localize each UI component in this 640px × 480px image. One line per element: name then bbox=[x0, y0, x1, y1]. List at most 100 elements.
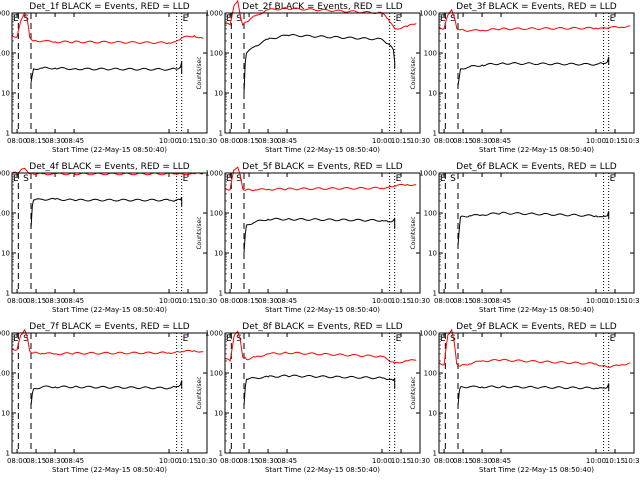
x-tick-label: 08:45 bbox=[64, 297, 84, 305]
plot-frame bbox=[11, 332, 208, 454]
chart-title: Det_2f BLACK = Events, RED = LLD bbox=[242, 2, 402, 12]
x-tick-label: 08:30 bbox=[258, 457, 278, 465]
marker-label: E bbox=[226, 174, 232, 184]
marker-label: E bbox=[610, 14, 616, 24]
chart-panel-3: Det_3f BLACK = Events, RED = LLD Counts/s… bbox=[410, 2, 640, 154]
events-series-line bbox=[243, 33, 396, 94]
x-tick-label: 10:00 bbox=[372, 457, 392, 465]
y-tick-label: 1 bbox=[433, 450, 437, 458]
x-tick-label: 08:00 bbox=[7, 137, 27, 145]
marker-label: E bbox=[396, 174, 402, 184]
y-tick-label: 10 bbox=[214, 250, 223, 258]
x-tick-label: 10:00 bbox=[159, 137, 179, 145]
x-tick-label: 08:00 bbox=[434, 137, 454, 145]
marker-label: E bbox=[183, 174, 189, 184]
x-tick-label: 08:15 bbox=[453, 457, 473, 465]
marker-label: E bbox=[610, 334, 616, 344]
chart-panel-7: Det_7f BLACK = Events, RED = LLD Counts/s… bbox=[0, 322, 217, 474]
y-tick-label: 100 bbox=[210, 50, 223, 58]
x-tick-label: 08:00 bbox=[434, 297, 454, 305]
chart-panel-2: Det_2f BLACK = Events, RED = LLD Counts/s… bbox=[196, 0, 430, 154]
y-tick-label: 1 bbox=[6, 450, 10, 458]
x-tick-label: 10:30 bbox=[197, 297, 217, 305]
marker-label: E bbox=[183, 14, 189, 24]
lld-series-line bbox=[11, 328, 204, 356]
events-series-line bbox=[30, 196, 183, 229]
x-tick-label: 08:30 bbox=[472, 137, 492, 145]
x-tick-label: 08:45 bbox=[491, 457, 511, 465]
y-tick-label: 100 bbox=[0, 50, 10, 58]
x-tick-label: 10:15 bbox=[605, 137, 625, 145]
y-tick-label: 1000 bbox=[0, 330, 10, 338]
events-series-line bbox=[243, 374, 396, 407]
chart-title: Det_5f BLACK = Events, RED = LLD bbox=[242, 162, 402, 172]
marker-label: E bbox=[396, 334, 402, 344]
chart-title: Det_3f BLACK = Events, RED = LLD bbox=[456, 2, 616, 12]
marker-label: S bbox=[450, 174, 456, 184]
events-series-line bbox=[457, 383, 610, 407]
y-tick-label: 100 bbox=[424, 210, 437, 218]
marker-label: S bbox=[236, 174, 242, 184]
y-tick-label: 1 bbox=[219, 130, 223, 138]
x-tick-label: 08:15 bbox=[239, 297, 259, 305]
y-tick-label: 1000 bbox=[205, 170, 223, 178]
marker-label: S bbox=[23, 334, 29, 344]
x-axis-title: Start Time (22-May-15 08:50:40) bbox=[52, 466, 167, 474]
y-tick-label: 100 bbox=[210, 370, 223, 378]
x-tick-label: 10:00 bbox=[372, 137, 392, 145]
x-tick-label: 08:00 bbox=[7, 297, 27, 305]
x-tick-label: 10:15 bbox=[178, 457, 198, 465]
x-tick-label: 08:00 bbox=[220, 457, 240, 465]
x-tick-label: 10:30 bbox=[624, 137, 640, 145]
x-tick-label: 08:45 bbox=[64, 457, 84, 465]
x-axis-title: Start Time (22-May-15 08:50:40) bbox=[479, 466, 594, 474]
x-tick-label: 08:15 bbox=[26, 457, 46, 465]
y-tick-label: 100 bbox=[0, 210, 10, 218]
y-axis-title: Counts/sec bbox=[410, 376, 417, 409]
x-tick-label: 08:30 bbox=[472, 457, 492, 465]
x-tick-label: 08:15 bbox=[239, 137, 259, 145]
lld-series-line bbox=[11, 11, 204, 45]
y-tick-label: 100 bbox=[424, 50, 437, 58]
x-axis-title: Start Time (22-May-15 08:50:40) bbox=[265, 146, 380, 154]
marker-label: E bbox=[183, 334, 189, 344]
y-tick-label: 10 bbox=[428, 410, 437, 418]
x-axis-title: Start Time (22-May-15 08:50:40) bbox=[265, 466, 380, 474]
marker-label: E bbox=[440, 174, 446, 184]
plot-frame bbox=[438, 332, 635, 454]
x-axis-title: Start Time (22-May-15 08:50:40) bbox=[265, 306, 380, 314]
y-tick-label: 1000 bbox=[419, 10, 437, 18]
events-series-line bbox=[30, 61, 183, 83]
marker-label: E bbox=[396, 14, 402, 24]
y-tick-label: 10 bbox=[214, 90, 223, 98]
marker-label: S bbox=[236, 14, 242, 24]
y-tick-label: 1000 bbox=[205, 10, 223, 18]
x-axis-title: Start Time (22-May-15 08:50:40) bbox=[52, 306, 167, 314]
y-tick-label: 1 bbox=[219, 290, 223, 298]
marker-label: S bbox=[23, 174, 29, 184]
events-series-line bbox=[243, 217, 396, 254]
marker-label: E bbox=[610, 174, 616, 184]
y-tick-label: 10 bbox=[1, 90, 10, 98]
marker-label: S bbox=[450, 14, 456, 24]
x-tick-label: 08:45 bbox=[491, 137, 511, 145]
chart-panel-4: Det_4f BLACK = Events, RED = LLD Counts/s… bbox=[0, 162, 217, 314]
x-tick-label: 08:15 bbox=[453, 137, 473, 145]
chart-panel-8: Det_8f BLACK = Events, RED = LLD Counts/s… bbox=[196, 322, 430, 474]
x-tick-label: 10:00 bbox=[159, 297, 179, 305]
y-tick-label: 1000 bbox=[419, 170, 437, 178]
x-tick-label: 10:30 bbox=[410, 297, 430, 305]
plot-frame bbox=[438, 172, 635, 294]
x-tick-label: 08:00 bbox=[434, 457, 454, 465]
x-tick-label: 10:00 bbox=[586, 297, 606, 305]
x-tick-label: 10:00 bbox=[159, 457, 179, 465]
chart-title: Det_8f BLACK = Events, RED = LLD bbox=[242, 322, 402, 332]
x-tick-label: 08:30 bbox=[472, 297, 492, 305]
plot-frame bbox=[224, 12, 421, 134]
y-tick-label: 100 bbox=[424, 370, 437, 378]
chart-title: Det_1f BLACK = Events, RED = LLD bbox=[29, 2, 189, 12]
x-tick-label: 08:15 bbox=[26, 137, 46, 145]
marker-label: S bbox=[236, 334, 242, 344]
x-axis-title: Start Time (22-May-15 08:50:40) bbox=[479, 306, 594, 314]
x-tick-label: 08:00 bbox=[220, 137, 240, 145]
